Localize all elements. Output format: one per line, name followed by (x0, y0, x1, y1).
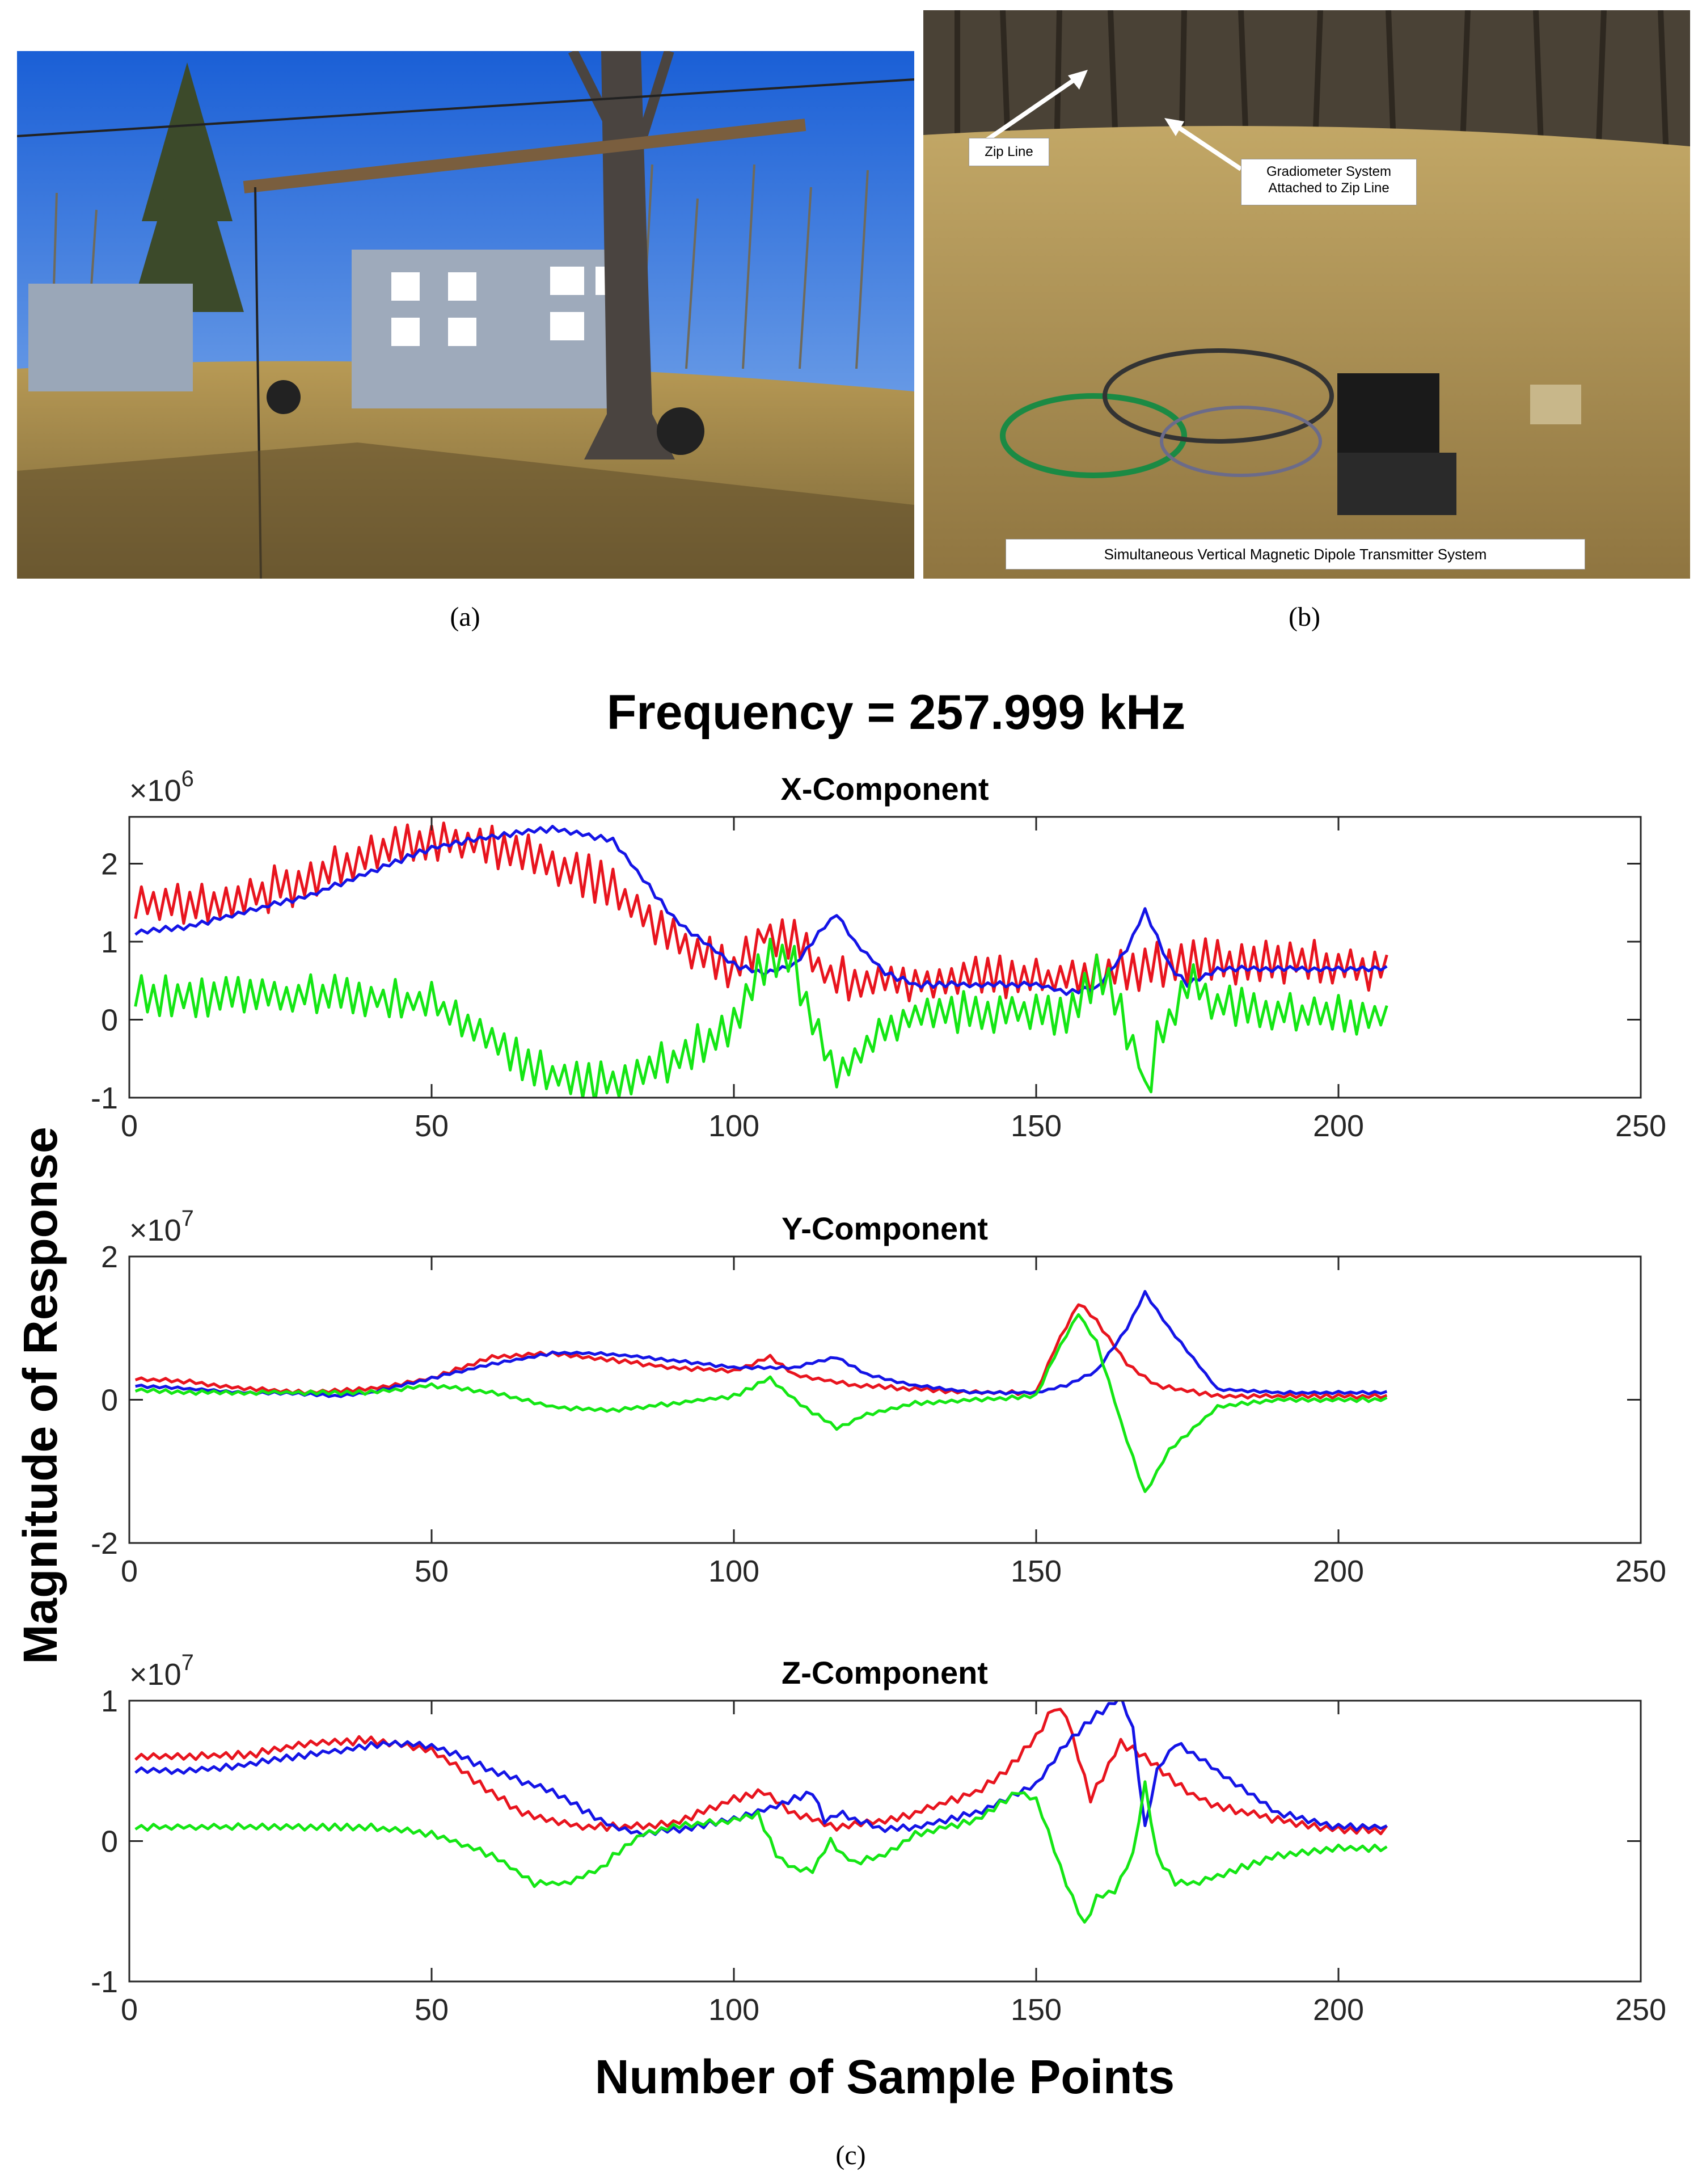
gradiometer-text-line2: Attached to Zip Line (1268, 180, 1390, 196)
gradiometer-text-line1: Gradiometer System (1266, 164, 1392, 179)
caption-c: (c) (835, 2140, 866, 2170)
series-line-green (134, 937, 1388, 1098)
x-tick-label: 250 (1615, 1993, 1666, 2027)
x-tick-label: 0 (121, 1109, 138, 1143)
series-line-red (134, 1303, 1388, 1400)
y-tick-label: 2 (101, 848, 118, 882)
y-tick-label: 1 (101, 925, 118, 959)
axes-box (128, 816, 1642, 1099)
subplot-title: X-Component (780, 771, 989, 807)
photo-a-illustration (17, 51, 914, 579)
x-tick-label: 100 (708, 1109, 759, 1143)
photo-a (17, 51, 914, 579)
x-tick-label: 50 (415, 1993, 449, 2027)
y-tick-label: 0 (101, 1384, 118, 1418)
y-tick-label: -1 (91, 1965, 118, 1999)
x-tick-label: 250 (1615, 1109, 1666, 1143)
series-line-blue (135, 1290, 1388, 1398)
series-line-green (134, 1313, 1388, 1493)
x-tick-label: 100 (708, 1554, 759, 1588)
subplot-title: Z-Component (782, 1655, 988, 1690)
x-tick-label: 150 (1011, 1993, 1062, 2027)
series-line-red (134, 821, 1388, 1002)
y-tick-label: 2 (101, 1240, 118, 1274)
photo-b: Zip Line Gradiometer System Attached to … (923, 10, 1690, 579)
series-line-red (134, 1707, 1388, 1836)
x-tick-label: 100 (708, 1993, 759, 2027)
y-tick-label: -1 (91, 1081, 118, 1115)
caption-a: (a) (450, 602, 480, 632)
series-line-blue (134, 1701, 1388, 1837)
transmitter-text: Simultaneous Vertical Magnetic Dipole Tr… (1104, 546, 1487, 563)
exponent-label: ×107 (129, 1206, 194, 1247)
exponent-label: ×107 (129, 1650, 194, 1692)
x-tick-label: 200 (1313, 1554, 1364, 1588)
exponent-power: 7 (181, 1650, 194, 1675)
caption-b: (b) (1289, 602, 1320, 632)
y-axis-label: Magnitude of Response (14, 1127, 67, 1664)
x-axis-label: Number of Sample Points (595, 2050, 1175, 2103)
x-tick-label: 0 (121, 1993, 138, 2027)
zip-line-label: Zip Line (969, 138, 1049, 166)
x-tick-label: 200 (1313, 1993, 1364, 2027)
x-tick-label: 50 (415, 1554, 449, 1588)
x-tick-label: 0 (121, 1554, 138, 1588)
x-tick-label: 200 (1313, 1109, 1364, 1143)
x-tick-label: 150 (1011, 1109, 1062, 1143)
exponent-power: 6 (181, 766, 194, 791)
zip-line-text: Zip Line (985, 144, 1033, 159)
gradiometer-label: Gradiometer System Attached to Zip Line (1241, 159, 1417, 205)
subplot-title: Y-Component (782, 1211, 988, 1246)
series-line-green (134, 1780, 1388, 1924)
exponent-label: ×106 (129, 766, 194, 808)
y-tick-label: 1 (101, 1684, 118, 1718)
x-tick-label: 50 (415, 1109, 449, 1143)
y-tick-label: -2 (91, 1527, 118, 1561)
y-tick-label: 0 (101, 1825, 118, 1859)
x-tick-label: 150 (1011, 1554, 1062, 1588)
chart-main-title: Frequency = 257.999 kHz (607, 685, 1186, 740)
x-tick-label: 250 (1615, 1554, 1666, 1588)
y-tick-label: 0 (101, 1004, 118, 1038)
axes-box (128, 1255, 1642, 1544)
transmitter-label: Simultaneous Vertical Magnetic Dipole Tr… (1006, 539, 1585, 570)
photo-b-illustration (923, 10, 1690, 579)
exponent-power: 7 (181, 1206, 194, 1231)
